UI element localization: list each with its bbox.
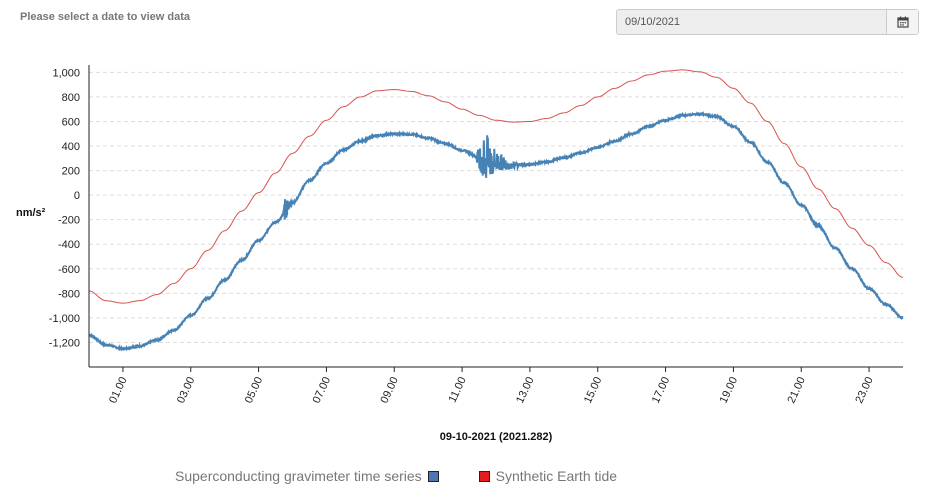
legend-label-earth-tide: Synthetic Earth tide: [495, 468, 618, 484]
y-axis-title: nm/s²: [16, 207, 46, 219]
x-tick-label: 19.00: [718, 375, 741, 405]
date-prompt: Please select a date to view data: [20, 11, 190, 23]
x-tick-label: 17.00: [650, 375, 673, 405]
legend-swatch-gravimeter: [427, 470, 439, 482]
x-tick-label: 21.00: [785, 375, 808, 405]
date-picker[interactable]: [616, 9, 919, 35]
series-line-gravimeter: [88, 111, 904, 352]
x-axis-title: 09-10-2021 (2021.282): [440, 431, 553, 443]
x-tick-label: 07.00: [311, 375, 334, 405]
x-tick-label: 05.00: [243, 375, 266, 405]
legend-item-gravimeter[interactable]: Superconducting gravimeter time series: [175, 468, 445, 484]
y-tick-label: 0: [74, 190, 80, 202]
x-tick-label: 15.00: [582, 375, 605, 405]
series-line-earth-tide: [88, 69, 904, 304]
y-tick-label: -200: [58, 215, 80, 227]
date-input[interactable]: [617, 10, 886, 34]
x-tick-label: 01.00: [107, 375, 130, 405]
y-tick-label: 600: [62, 116, 80, 128]
legend-label-gravimeter: Superconducting gravimeter time series: [175, 468, 422, 484]
x-tick-label: 13.00: [514, 375, 537, 405]
calendar-button[interactable]: [886, 10, 918, 34]
y-tick-label: -800: [58, 288, 80, 300]
y-tick-label: 400: [62, 141, 80, 153]
y-tick-label: -600: [58, 264, 80, 276]
legend-swatch-earth-tide: [478, 470, 490, 482]
x-tick-label: 11.00: [447, 375, 469, 404]
x-tick-label: 03.00: [175, 375, 198, 405]
y-tick-label: 1,000: [52, 67, 80, 79]
gravimeter-chart: 1,000 800 600 400 200 0 -200 -400 -600 -800 -1,000…: [16, 65, 904, 443]
y-tick-label: 200: [62, 166, 80, 178]
calendar-icon: [896, 16, 909, 28]
y-tick-label: -1,200: [49, 337, 80, 349]
y-tick-label: -400: [58, 239, 80, 251]
legend: Superconducting gravimeter time series S…: [175, 468, 645, 484]
y-tick-label: -1,000: [49, 313, 80, 325]
x-axis-ticks: 01.00 03.00 05.00 07.00 09.00 11.00 13.00 15.00…: [107, 367, 876, 405]
y-axis-ticks: 1,000 800 600 400 200 0 -200 -400 -600 -800 -1,000…: [49, 67, 80, 349]
y-tick-label: 800: [62, 92, 80, 104]
x-tick-label: 09.00: [378, 375, 401, 405]
series-group: [88, 69, 904, 352]
legend-item-earth-tide[interactable]: Synthetic Earth tide: [473, 468, 617, 484]
x-tick-label: 23.00: [853, 375, 876, 405]
grid-lines: [89, 71, 903, 343]
